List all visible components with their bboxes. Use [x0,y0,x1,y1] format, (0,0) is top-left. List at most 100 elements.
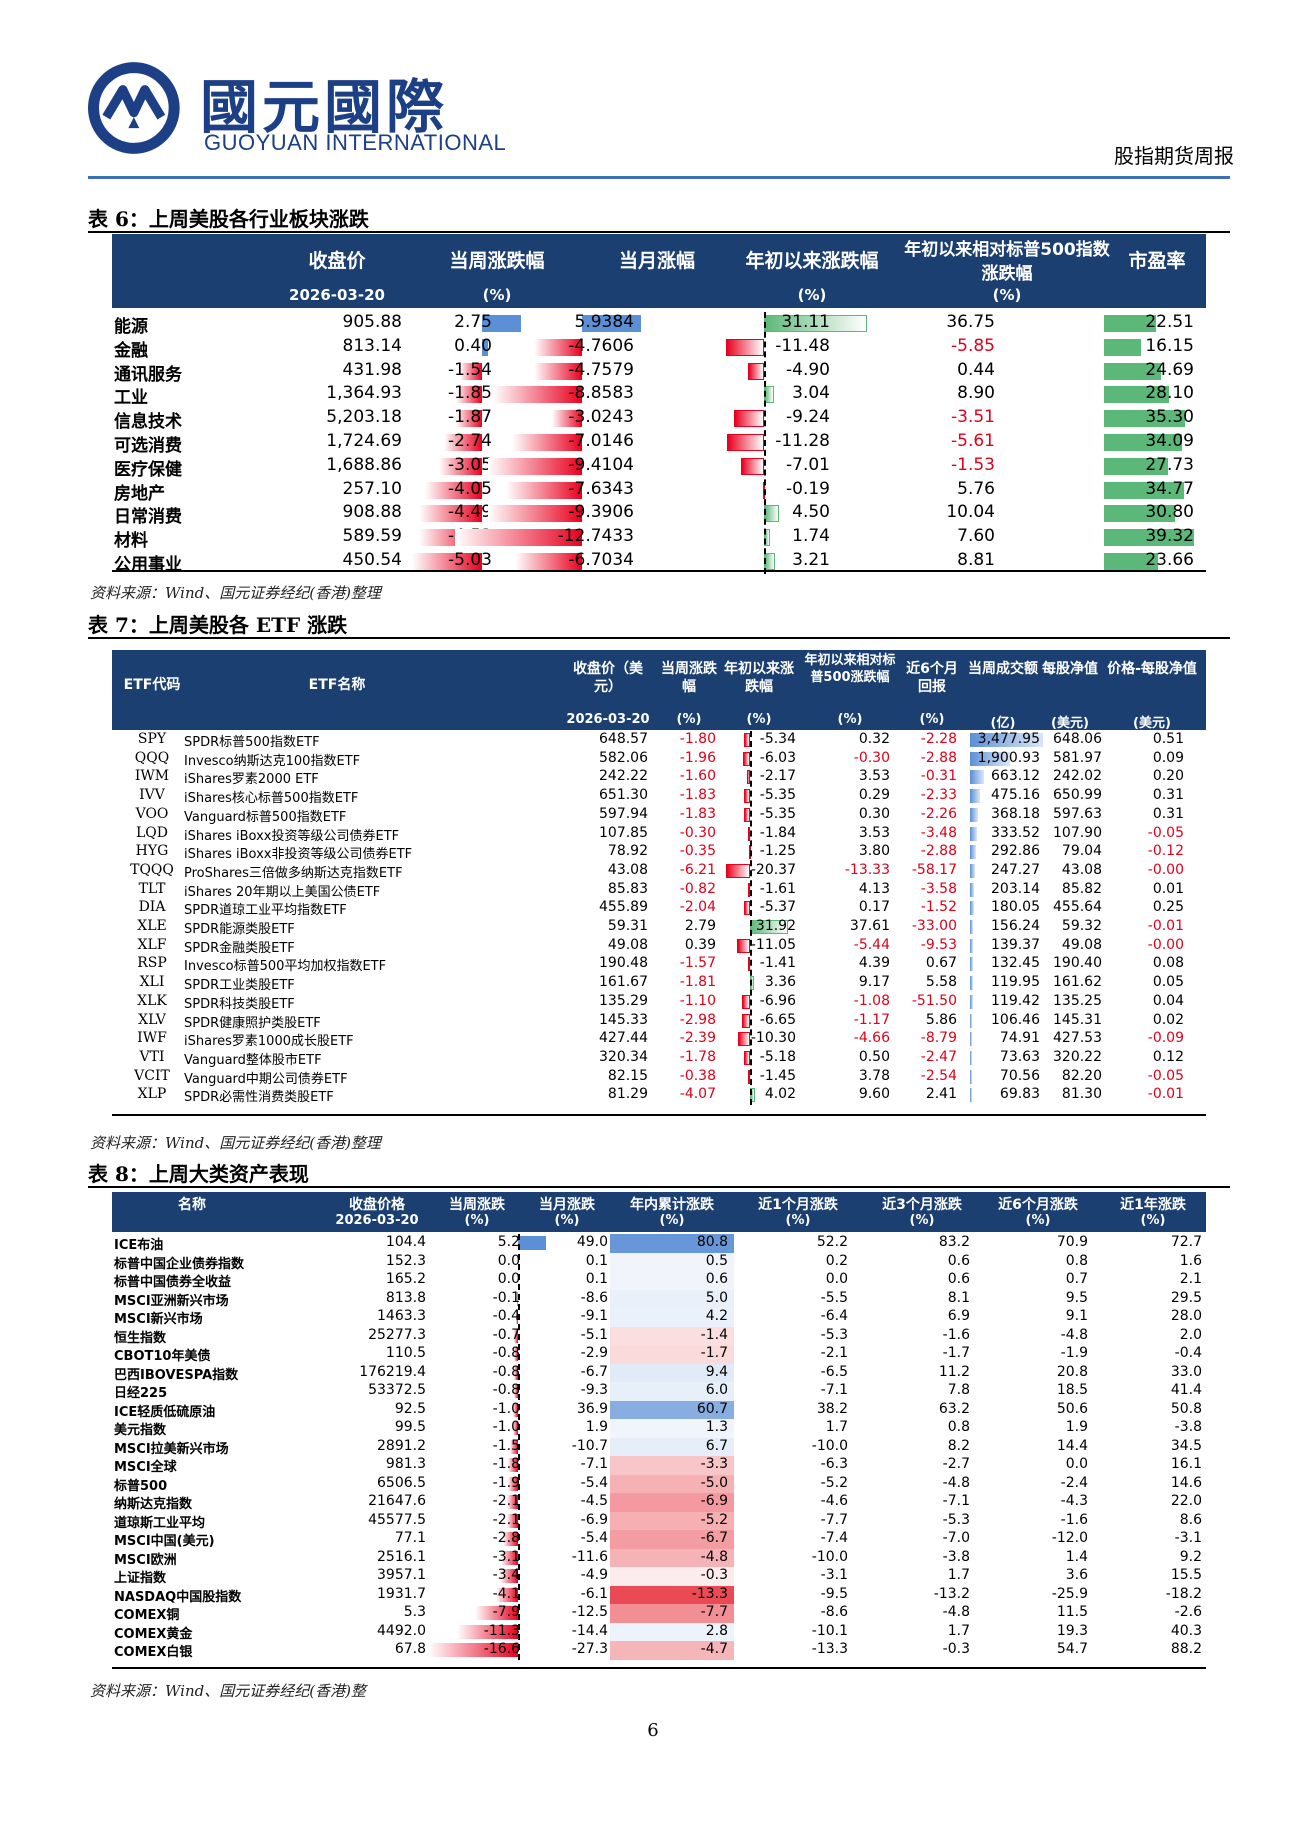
t7-nav: 85.82 [1061,880,1102,897]
t7-vol-bar [970,863,976,878]
t8-name: 标普中国企业债券指数 [114,1256,245,1272]
t6-col-rel: 年初以来相对标普500指数涨跌幅 [904,240,1110,284]
t8-month: -6.9 [580,1511,608,1528]
t6-week-bar [411,553,482,570]
t8-y1: 14.6 [1170,1474,1202,1491]
t7-vol: 70.56 [999,1067,1040,1084]
t7-close: 107.85 [599,824,648,841]
t8-ytd: 9.4 [705,1363,728,1380]
t8-y1: -3.8 [1174,1419,1202,1435]
t7-close: 85.83 [607,880,648,897]
t8-ytd-heat [610,1234,734,1253]
t8-y1: -2.6 [1174,1604,1202,1620]
t6-close: 1,364.93 [326,383,402,404]
t6-week: -4.49 [448,502,492,523]
t6-col-week: 当周涨跌幅 [449,250,545,272]
t8-week: -2.1 [492,1511,520,1528]
t7-vol-bar [970,994,973,1009]
t7-vol: 475.16 [991,787,1040,804]
t8-m6: 19.3 [1056,1622,1088,1639]
t8-m6: -2.4 [1060,1474,1088,1491]
t7-code: XLE [137,918,167,934]
t6-close: 431.98 [342,359,402,380]
table6-bottom-rule [112,570,1206,572]
t7-rel: 3.53 [858,768,890,785]
t8-m3: 8.2 [947,1437,970,1454]
t8-col-week: 当周涨跌 [449,1197,505,1213]
t8-ytd-heat [610,1548,734,1567]
t7-code: QQQ [134,749,170,766]
t8-month: -9.3 [580,1382,608,1398]
t7-rel: -13.33 [844,861,890,878]
t8-week-bar [512,1421,518,1435]
t7-col-prem: 价格-每股净值 [1107,661,1197,677]
t8-row: MSCI中国(美元) 77.1 -2.8 -5.4 -6.7 -7.4 -7.0 -12.0 -… [112,1530,1206,1549]
t8-name: 标普500 [114,1478,168,1494]
t7-col-week: 当周涨跌幅 [661,661,717,695]
t8-m3: -1.7 [942,1345,970,1361]
t8-unit-y1: (%) [1140,1213,1166,1228]
t8-m3: -3.8 [942,1548,970,1565]
report-type: 股指期货周报 [1114,144,1234,168]
t7-nav: 161.62 [1053,974,1102,991]
t8-week-bar [475,1606,518,1620]
t7-name: SPDR道琼工业平均指数ETF [184,903,347,919]
t8-week: 0.0 [497,1271,520,1287]
t7-rel: 0.32 [858,731,890,747]
t6-close: 1,724.69 [326,431,402,451]
t8-week: -0.8 [492,1382,520,1398]
t8-ytd-heat [610,1567,734,1586]
t7-vol-bar [970,1032,972,1047]
t8-y1: 34.5 [1170,1437,1202,1454]
t7-week: -0.30 [679,824,716,841]
header-divider [88,176,1230,179]
t8-m3: -0.3 [942,1641,970,1657]
t8-row: 标普500 6506.5 -1.9 -5.4 -5.0 -5.2 -4.8 -2.4 14.6 [112,1474,1206,1494]
t7-name: SPDR工业类股ETF [184,978,295,994]
t8-name: 纳斯达克指数 [114,1497,193,1512]
t7-code: XLP [137,1086,167,1103]
t7-ytd-bar [741,994,750,1009]
t7-nav: 145.31 [1053,1011,1102,1028]
t6-pe-bar [1104,386,1169,404]
t8-m6: -4.3 [1060,1493,1088,1509]
t7-ytd: 31.92 [755,918,796,934]
t7-rel: -1.17 [853,1011,890,1028]
t8-ytd-heat [610,1493,734,1512]
t7-nav: 81.30 [1061,1086,1102,1103]
t7-m6: -2.88 [920,843,957,860]
t7-rel: 3.78 [858,1067,890,1084]
t6-month-bar [551,410,582,428]
t8-row: 道琼斯工业平均 45577.5 -2.1 -6.9 -5.2 -7.7 -5.3 -1.6 8.… [112,1511,1206,1531]
t8-m6: 1.4 [1065,1548,1088,1565]
t8-month: -9.1 [580,1308,608,1324]
t8-m3: 63.2 [938,1400,970,1417]
t7-ytd: -5.35 [759,787,796,804]
t7-close: 582.06 [599,749,648,766]
t7-prem: -0.01 [1147,918,1184,934]
t6-pe: 16.15 [1145,335,1194,356]
t6-month-bar [534,338,582,356]
t6-col-ytd: 年初以来涨跌幅 [745,250,879,272]
t8-m1: -13.3 [811,1641,848,1657]
t6-close: 813.14 [342,335,402,356]
t7-rel: 3.80 [858,843,890,860]
t7-row: HYG iShares iBoxx非投资等级公司债券ETF 78.92 -0.35 -1… [112,843,1206,862]
t7-vol: 73.63 [999,1048,1040,1065]
t8-week-bar [513,1365,518,1380]
t7-col-rel: 年初以来相对标普500涨跌幅 [804,653,896,685]
t8-m1: -10.1 [811,1622,848,1639]
t8-m6: 3.6 [1065,1567,1088,1583]
t6-col-month: 当月涨幅 [618,250,695,272]
t8-ytd: 60.7 [696,1400,728,1417]
t6-week-bar [455,410,482,428]
t7-close: 242.22 [599,768,648,785]
t7-vol-bar [970,901,974,916]
t7-code: VOO [135,805,169,822]
t6-ytd: 4.50 [792,502,830,523]
t6-ytd: -9.24 [786,407,830,428]
t8-week: -1.5 [492,1437,520,1454]
t6-pe-bar [1104,315,1156,332]
t6-week-bar [482,315,521,332]
t8-name: 标普中国债券全收益 [114,1275,232,1290]
